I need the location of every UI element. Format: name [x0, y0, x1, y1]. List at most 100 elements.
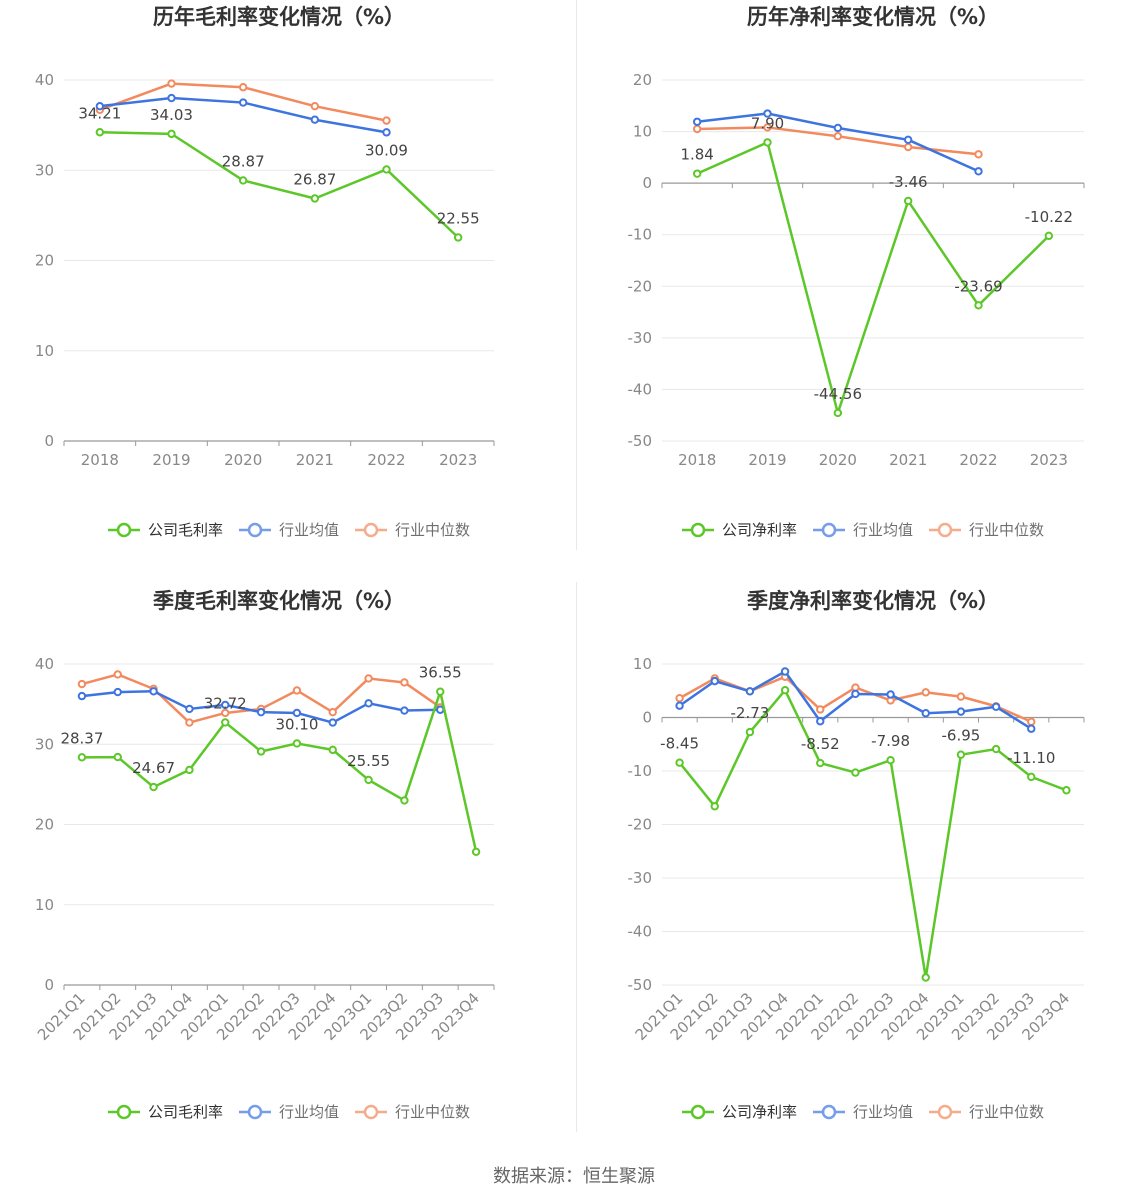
legend-label: 公司毛利率 — [148, 1103, 223, 1121]
data-point-median — [1027, 717, 1036, 726]
data-point-median — [692, 124, 702, 134]
data-source-note: 数据来源：恒生聚源 — [493, 1166, 655, 1187]
data-point-median — [221, 708, 230, 718]
series-line-company — [696, 141, 1050, 415]
panel-annual-net-margin: 历年净利率变化情况（%） -50 -40 -30 -20 -10 0 10 20 2018 2019… — [574, 0, 1148, 580]
chart-annual-gross-margin: 历年毛利率变化情况（%） 0 10 20 30 40 2018 2019 2020 2021 202… — [35, 5, 495, 539]
data-label: -10.22 — [1025, 208, 1073, 226]
divider-bottom — [576, 582, 577, 1132]
x-tick-label: 2021 — [889, 451, 927, 469]
panel-quarterly-gross-margin: 季度毛利率变化情况（%） 0 10 20 30 40 2021Q1 2021Q2 2021Q3 2… — [0, 580, 574, 1160]
data-label: -8.52 — [801, 735, 840, 753]
legend-marker — [116, 522, 132, 538]
data-point-median — [328, 707, 337, 717]
data-point-average — [692, 117, 702, 126]
data-point-company — [956, 750, 966, 759]
panel-annual-gross-margin: 历年毛利率变化情况（%） 0 10 20 30 40 2018 2019 2020 2021 202… — [0, 0, 574, 580]
legend: 公司毛利率 行业均值 行业中位数 — [108, 521, 470, 539]
data-label: 30.09 — [365, 141, 408, 159]
data-point-company — [400, 796, 409, 805]
y-tick-label: 0 — [642, 174, 652, 192]
data-point-average — [292, 708, 302, 718]
series-line-company — [81, 690, 478, 853]
data-point-company — [1044, 231, 1054, 241]
y-tick-label: 0 — [44, 976, 54, 994]
data-point-company — [238, 176, 248, 185]
y-tick-label: -10 — [628, 762, 653, 780]
y-tick-label: 40 — [35, 71, 54, 89]
data-point-average — [328, 718, 337, 727]
panel-quarterly-net-margin: 季度净利率变化情况（%） -50 -40 -30 -20 -10 0 10 2021Q1 2021… — [574, 580, 1148, 1160]
legend-marker — [821, 522, 837, 538]
legend: 公司毛利率 行业均值 行业中位数 — [108, 1103, 470, 1121]
data-point-average — [113, 687, 122, 697]
legend-item-average: 行业均值 — [239, 521, 339, 539]
y-tick-label: 0 — [44, 432, 54, 450]
data-point-average — [185, 704, 194, 714]
data-point-company — [292, 739, 302, 748]
legend-item-company: 公司毛利率 — [108, 521, 223, 539]
data-point-median — [833, 132, 843, 141]
x-tick-label: 2020 — [224, 451, 262, 469]
x-tick-label: 2021 — [296, 451, 334, 469]
data-point-company — [903, 196, 913, 206]
data-point-median — [816, 705, 825, 714]
data-point-average — [1027, 724, 1036, 733]
legend-item-company: 公司毛利率 — [108, 1103, 223, 1121]
data-label: 7.90 — [751, 114, 784, 132]
data-point-average — [310, 115, 320, 124]
data-point-average — [400, 706, 409, 715]
x-tick-label: 2018 — [678, 451, 716, 469]
legend-label: 行业均值 — [279, 1103, 339, 1121]
legend-label: 行业中位数 — [395, 1103, 470, 1121]
data-point-company — [328, 745, 337, 755]
data-label: 26.87 — [293, 170, 336, 188]
legend-item-company: 公司净利率 — [682, 521, 797, 539]
data-point-median — [77, 679, 87, 689]
data-point-average — [956, 707, 966, 716]
chart-quarterly-gross-margin: 季度毛利率变化情况（%）0102030402021Q12021Q22021Q32… — [34, 589, 495, 1121]
x-tick-label: 2019 — [748, 451, 786, 469]
data-label: 36.55 — [419, 664, 462, 682]
data-label: 34.21 — [78, 104, 121, 122]
data-point-company — [453, 233, 463, 242]
data-point-company — [185, 765, 194, 775]
series-line-company — [99, 131, 460, 239]
data-point-company — [95, 128, 105, 137]
y-tick-label: -50 — [628, 976, 653, 994]
legend-label: 行业均值 — [279, 521, 339, 539]
legend-marker — [690, 522, 706, 538]
data-point-average — [364, 699, 373, 708]
data-point-average — [903, 135, 913, 145]
legend-item-median: 行业中位数 — [355, 1103, 470, 1121]
data-point-company — [436, 687, 445, 696]
data-point-company — [851, 768, 860, 777]
data-point-median — [185, 718, 194, 727]
legend-marker — [690, 1104, 706, 1120]
chart-title: 历年净利率变化情况（%） — [747, 5, 999, 29]
data-point-company — [921, 973, 930, 982]
data-point-median — [974, 150, 983, 159]
chart-quarterly-net-margin: 季度净利率变化情况（%）-50-40-30-20-100102021Q12021… — [628, 589, 1085, 1121]
data-label: 1.84 — [680, 146, 713, 164]
y-tick-label: -30 — [628, 869, 653, 887]
x-tick-label: 2022 — [959, 451, 997, 469]
data-point-company — [256, 747, 266, 756]
data-point-average — [816, 717, 825, 726]
data-point-average — [780, 667, 790, 676]
data-label: -11.10 — [1007, 749, 1055, 767]
data-point-median — [292, 686, 302, 695]
legend-label: 行业均值 — [853, 521, 913, 539]
legend-marker — [116, 1104, 132, 1120]
data-point-company — [471, 847, 481, 856]
y-tick-label: -40 — [628, 923, 653, 941]
data-point-average — [167, 93, 176, 103]
data-point-average — [77, 691, 87, 701]
data-point-company — [221, 718, 230, 727]
data-point-average — [149, 687, 158, 696]
x-tick-label: 2018 — [81, 451, 119, 469]
y-tick-label: -40 — [628, 380, 653, 398]
data-point-average — [763, 109, 772, 118]
y-tick-label: 30 — [35, 735, 54, 753]
data-label: 34.03 — [150, 106, 193, 124]
